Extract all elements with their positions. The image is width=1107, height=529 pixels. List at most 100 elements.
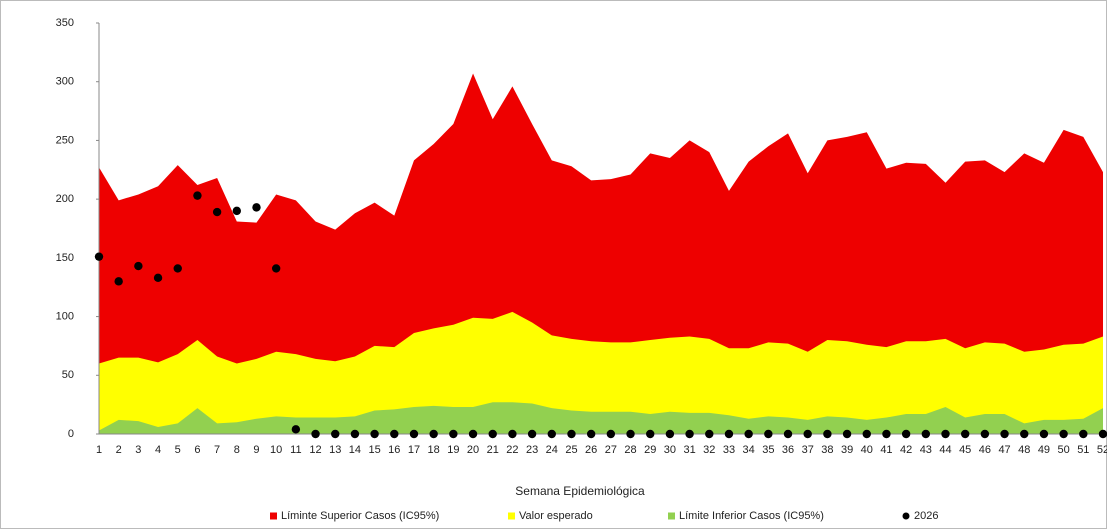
point bbox=[114, 277, 123, 286]
x-tick-label: 28 bbox=[624, 444, 636, 456]
x-tick-label: 51 bbox=[1077, 444, 1089, 456]
x-tick-label: 4 bbox=[155, 444, 161, 456]
point bbox=[311, 429, 320, 439]
x-axis-title: Semana Epidemiológica bbox=[515, 484, 645, 498]
point bbox=[508, 429, 517, 439]
x-tick-label: 2 bbox=[116, 444, 122, 456]
point bbox=[252, 203, 261, 212]
x-tick-label: 25 bbox=[565, 444, 577, 456]
x-tick-label: 1 bbox=[96, 444, 102, 456]
point bbox=[370, 429, 379, 439]
x-tick-label: 16 bbox=[388, 444, 400, 456]
y-tick-label: 200 bbox=[56, 193, 74, 205]
x-tick-label: 17 bbox=[408, 444, 420, 456]
x-tick-label: 27 bbox=[605, 444, 617, 456]
legend-marker bbox=[902, 512, 910, 520]
x-tick-label: 47 bbox=[998, 444, 1010, 456]
x-tick-label: 52 bbox=[1097, 444, 1107, 456]
point bbox=[901, 429, 911, 439]
point bbox=[291, 425, 301, 434]
legend-label: Valor esperado bbox=[519, 510, 593, 522]
point bbox=[626, 429, 635, 439]
x-tick-label: 42 bbox=[900, 444, 912, 456]
x-tick-label: 13 bbox=[329, 444, 341, 456]
point bbox=[1020, 429, 1029, 439]
point bbox=[783, 429, 793, 439]
x-tick-label: 12 bbox=[309, 444, 321, 456]
point bbox=[921, 429, 931, 439]
legend-marker bbox=[668, 512, 675, 520]
point bbox=[586, 429, 596, 439]
x-tick-label: 39 bbox=[841, 444, 853, 456]
x-tick-label: 33 bbox=[723, 444, 735, 456]
x-tick-label: 30 bbox=[664, 444, 676, 456]
x-tick-label: 3 bbox=[135, 444, 141, 456]
point bbox=[941, 429, 950, 439]
x-tick-label: 37 bbox=[802, 444, 814, 456]
x-tick-label: 31 bbox=[683, 444, 695, 456]
legend-marker bbox=[270, 512, 277, 520]
x-tick-label: 32 bbox=[703, 444, 715, 456]
x-tick-label: 41 bbox=[880, 444, 892, 456]
point bbox=[547, 429, 556, 439]
x-tick-label: 48 bbox=[1018, 444, 1030, 456]
y-tick-label: 50 bbox=[62, 369, 74, 381]
point bbox=[134, 261, 143, 271]
x-tick-label: 46 bbox=[979, 444, 991, 456]
point bbox=[705, 429, 714, 439]
point bbox=[212, 207, 222, 217]
point bbox=[1079, 429, 1088, 439]
point bbox=[1000, 429, 1009, 439]
point bbox=[842, 429, 852, 439]
x-tick-label: 6 bbox=[194, 444, 200, 456]
point bbox=[488, 429, 497, 439]
x-tick-label: 40 bbox=[861, 444, 873, 456]
point bbox=[1039, 429, 1049, 439]
point bbox=[764, 429, 773, 439]
x-tick-label: 43 bbox=[920, 444, 932, 456]
x-tick-label: 8 bbox=[234, 444, 240, 456]
x-tick-label: 29 bbox=[644, 444, 656, 456]
y-tick-label: 150 bbox=[56, 252, 74, 264]
x-tick-label: 45 bbox=[959, 444, 971, 456]
x-tick-label: 23 bbox=[526, 444, 538, 456]
x-tick-label: 10 bbox=[270, 444, 282, 456]
area bbox=[99, 311, 1103, 434]
x-tick-label: 26 bbox=[585, 444, 597, 456]
point bbox=[468, 429, 478, 439]
point bbox=[94, 252, 104, 261]
point bbox=[409, 429, 419, 439]
x-tick-label: 22 bbox=[506, 444, 518, 456]
y-tick-label: 0 bbox=[68, 428, 74, 440]
area bbox=[99, 402, 1103, 434]
x-tick-label: 19 bbox=[447, 444, 459, 456]
point bbox=[429, 429, 438, 439]
x-tick-label: 50 bbox=[1058, 444, 1070, 456]
point bbox=[606, 429, 616, 439]
x-tick-label: 34 bbox=[743, 444, 755, 456]
x-tick-label: 18 bbox=[428, 444, 440, 456]
x-tick-label: 44 bbox=[939, 444, 951, 456]
x-tick-label: 5 bbox=[175, 444, 181, 456]
point bbox=[980, 429, 990, 439]
legend-marker bbox=[508, 512, 515, 520]
legend-label: Límite Inferior Casos (IC95%) bbox=[679, 510, 824, 522]
point bbox=[193, 191, 202, 200]
point bbox=[527, 429, 537, 439]
point bbox=[665, 429, 675, 439]
point bbox=[882, 429, 891, 439]
y-tick-label: 300 bbox=[56, 76, 74, 88]
point bbox=[744, 429, 753, 439]
x-tick-label: 11 bbox=[290, 444, 301, 456]
point bbox=[646, 429, 655, 439]
point bbox=[173, 264, 182, 273]
point bbox=[685, 429, 694, 439]
point bbox=[960, 429, 970, 439]
point bbox=[271, 264, 281, 273]
point bbox=[331, 429, 340, 439]
x-tick-label: 20 bbox=[467, 444, 479, 456]
x-tick-label: 24 bbox=[546, 444, 558, 456]
point bbox=[153, 273, 163, 283]
x-tick-label: 9 bbox=[253, 444, 259, 456]
